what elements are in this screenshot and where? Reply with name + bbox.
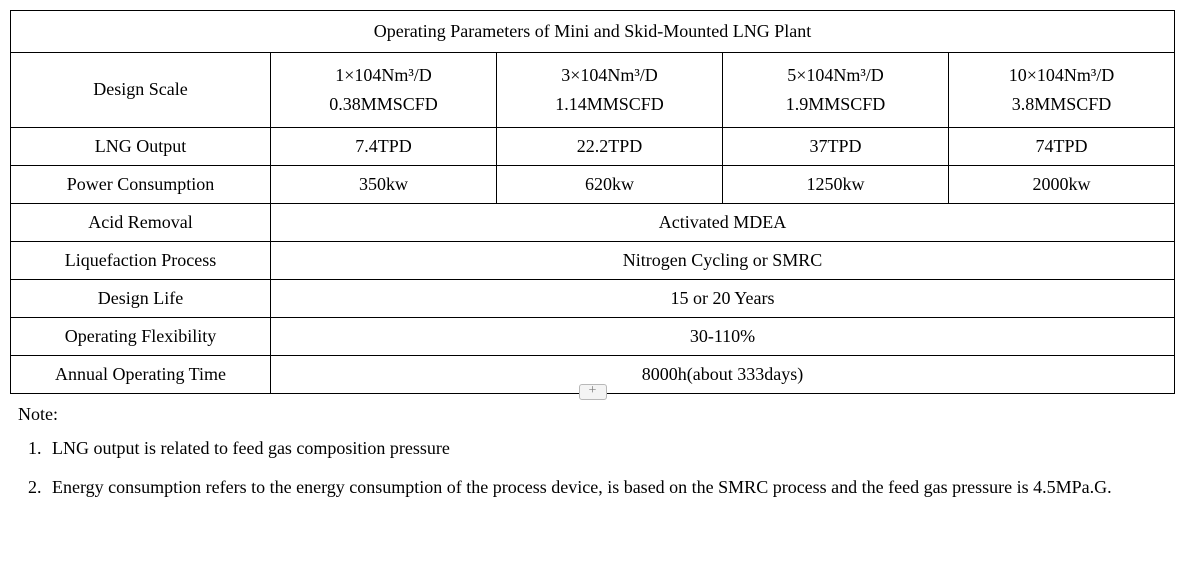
cell-line2: 0.38MMSCFD	[329, 94, 438, 114]
label-power-consumption: Power Consumption	[11, 165, 271, 203]
label-annual-operating-time: Annual Operating Time	[11, 355, 271, 393]
lng-output-2: 22.2TPD	[497, 127, 723, 165]
cell-line2: 3.8MMSCFD	[1012, 94, 1112, 114]
cell-line1: 10×104Nm³/D	[1009, 65, 1115, 85]
lng-output-3: 37TPD	[723, 127, 949, 165]
power-4: 2000kw	[949, 165, 1175, 203]
liquefaction-process-value: Nitrogen Cycling or SMRC	[271, 241, 1175, 279]
row-liquefaction-process: Liquefaction Process Nitrogen Cycling or…	[11, 241, 1175, 279]
cell-line1: 3×104Nm³/D	[561, 65, 658, 85]
acid-removal-value: Activated MDEA	[271, 203, 1175, 241]
row-acid-removal: Acid Removal Activated MDEA	[11, 203, 1175, 241]
cell-line1: 5×104Nm³/D	[787, 65, 884, 85]
power-1: 350kw	[271, 165, 497, 203]
page-container: Operating Parameters of Mini and Skid-Mo…	[10, 10, 1175, 501]
label-acid-removal: Acid Removal	[11, 203, 271, 241]
design-scale-col-3: 5×104Nm³/D 1.9MMSCFD	[723, 53, 949, 128]
add-row-button[interactable]: +	[579, 384, 607, 400]
notes-list: LNG output is related to feed gas compos…	[18, 435, 1167, 501]
label-design-scale: Design Scale	[11, 53, 271, 128]
row-operating-flexibility: Operating Flexibility 30-110%	[11, 317, 1175, 355]
cell-line2: 1.14MMSCFD	[555, 94, 664, 114]
lng-output-1: 7.4TPD	[271, 127, 497, 165]
design-life-value: 15 or 20 Years	[271, 279, 1175, 317]
notes-heading: Note:	[18, 404, 1167, 425]
operating-flexibility-value: 30-110%	[271, 317, 1175, 355]
notes-section: Note: LNG output is related to feed gas …	[10, 404, 1175, 501]
cell-line2: 1.9MMSCFD	[786, 94, 886, 114]
lng-output-4: 74TPD	[949, 127, 1175, 165]
table-title-row: Operating Parameters of Mini and Skid-Mo…	[11, 11, 1175, 53]
cell-line1: 1×104Nm³/D	[335, 65, 432, 85]
design-scale-col-1: 1×104Nm³/D 0.38MMSCFD	[271, 53, 497, 128]
note-item-1: LNG output is related to feed gas compos…	[46, 435, 1167, 462]
row-design-scale: Design Scale 1×104Nm³/D 0.38MMSCFD 3×104…	[11, 53, 1175, 128]
row-lng-output: LNG Output 7.4TPD 22.2TPD 37TPD 74TPD	[11, 127, 1175, 165]
annual-operating-time-value: 8000h(about 333days)	[271, 355, 1175, 393]
label-liquefaction-process: Liquefaction Process	[11, 241, 271, 279]
row-power-consumption: Power Consumption 350kw 620kw 1250kw 200…	[11, 165, 1175, 203]
label-operating-flexibility: Operating Flexibility	[11, 317, 271, 355]
power-2: 620kw	[497, 165, 723, 203]
note-item-2: Energy consumption refers to the energy …	[46, 474, 1167, 501]
design-scale-col-4: 10×104Nm³/D 3.8MMSCFD	[949, 53, 1175, 128]
row-design-life: Design Life 15 or 20 Years	[11, 279, 1175, 317]
parameters-table: Operating Parameters of Mini and Skid-Mo…	[10, 10, 1175, 394]
table-title: Operating Parameters of Mini and Skid-Mo…	[11, 11, 1175, 53]
label-lng-output: LNG Output	[11, 127, 271, 165]
design-scale-col-2: 3×104Nm³/D 1.14MMSCFD	[497, 53, 723, 128]
power-3: 1250kw	[723, 165, 949, 203]
label-design-life: Design Life	[11, 279, 271, 317]
